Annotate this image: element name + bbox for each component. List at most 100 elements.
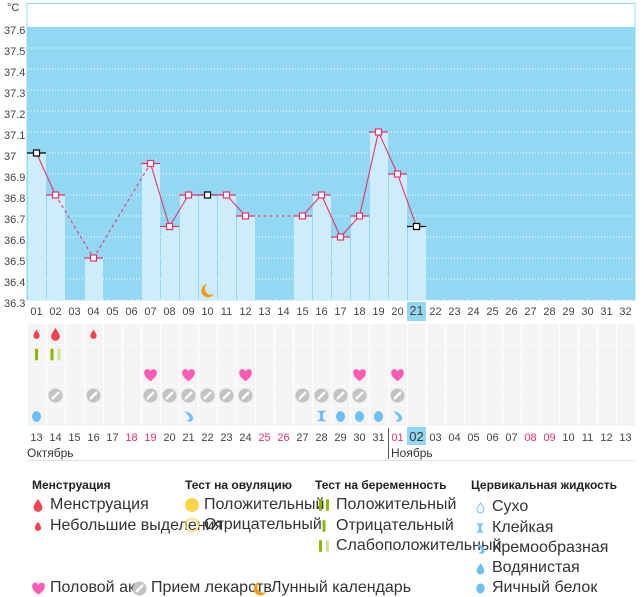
calendar-cell-medication[interactable] [446,385,464,406]
calendar-cell-cervical-fluid[interactable] [161,406,179,426]
calendar-cell-medication[interactable] [484,385,502,406]
x-tick-label[interactable]: 28 [543,306,555,318]
calendar-cell-menstruation[interactable] [104,324,122,344]
calendar-cell-pregnancy-test[interactable] [484,344,502,365]
calendar-cell-cervical-fluid[interactable] [560,406,578,426]
calendar-cell-pregnancy-test[interactable] [465,344,483,365]
temperature-point[interactable] [298,212,307,220]
calendar-cell-cervical-fluid[interactable] [465,406,483,426]
x-tick-label[interactable]: 30 [581,306,593,318]
calendar-cell-medication[interactable] [256,385,274,406]
temperature-point[interactable] [241,212,250,220]
calendar-cell-intercourse[interactable] [446,365,464,385]
calendar-cell-menstruation[interactable] [370,324,388,344]
x-tick-label[interactable]: 24 [467,306,479,318]
calendar-cell-menstruation[interactable] [389,324,407,344]
calendar-cell-cervical-fluid[interactable] [446,406,464,426]
calendar-cell-pregnancy-test[interactable] [617,344,635,365]
calendar-cell-menstruation[interactable] [161,324,179,344]
calendar-cell-menstruation[interactable] [218,324,236,344]
calendar-cell-intercourse[interactable] [598,365,616,385]
temperature-point[interactable] [336,233,345,241]
calendar-cell-cervical-fluid[interactable] [142,406,160,426]
calendar-cell-medication[interactable] [503,385,521,406]
calendar-cell-menstruation[interactable] [256,324,274,344]
calendar-cell-intercourse[interactable] [47,365,65,385]
x-tick-label[interactable]: 10 [201,306,213,318]
calendar-cell-pregnancy-test[interactable] [161,344,179,365]
calendar-cell-intercourse[interactable] [294,365,312,385]
calendar-cell-pregnancy-test[interactable] [180,344,198,365]
calendar-date[interactable]: 22 [201,432,213,444]
x-tick-label[interactable]: 04 [87,306,99,318]
x-tick-label[interactable]: 08 [163,306,175,318]
calendar-cell-menstruation[interactable] [142,324,160,344]
calendar-date[interactable]: 16 [87,432,99,444]
calendar-cell-cervical-fluid[interactable] [275,406,293,426]
calendar-date[interactable]: 06 [486,432,498,444]
calendar-cell-cervical-fluid[interactable] [579,406,597,426]
x-tick-label[interactable]: 27 [524,306,536,318]
temperature-point[interactable] [355,212,364,220]
calendar-cell-cervical-fluid[interactable] [218,406,236,426]
calendar-cell-menstruation[interactable] [408,324,426,344]
x-tick-label[interactable]: 21 [410,304,424,318]
calendar-date[interactable]: 05 [467,432,479,444]
calendar-date[interactable]: 21 [182,432,194,444]
calendar-cell-medication[interactable] [598,385,616,406]
calendar-cell-pregnancy-test[interactable] [142,344,160,365]
calendar-cell-intercourse[interactable] [275,365,293,385]
calendar-cell-menstruation[interactable] [66,324,84,344]
calendar-date[interactable]: 27 [296,432,308,444]
x-tick-label[interactable]: 13 [258,306,270,318]
calendar-cell-intercourse[interactable] [579,365,597,385]
calendar-cell-medication[interactable] [541,385,559,406]
calendar-cell-medication[interactable] [427,385,445,406]
calendar-cell-cervical-fluid[interactable] [503,406,521,426]
calendar-cell-menstruation[interactable] [332,324,350,344]
calendar-cell-pregnancy-test[interactable] [427,344,445,365]
calendar-cell-intercourse[interactable] [104,365,122,385]
calendar-cell-medication[interactable] [66,385,84,406]
calendar-cell-intercourse[interactable] [484,365,502,385]
x-tick-label[interactable]: 06 [125,306,137,318]
calendar-date[interactable]: 11 [582,432,593,444]
calendar-cell-intercourse[interactable] [85,365,103,385]
calendar-cell-pregnancy-test[interactable] [560,344,578,365]
temperature-point[interactable] [412,222,421,231]
calendar-cell-cervical-fluid[interactable] [408,406,426,426]
calendar-cell-intercourse[interactable] [123,365,141,385]
calendar-cell-pregnancy-test[interactable] [370,344,388,365]
calendar-cell-menstruation[interactable] [294,324,312,344]
x-tick-label[interactable]: 26 [505,306,517,318]
calendar-cell-intercourse[interactable] [408,365,426,385]
calendar-cell-intercourse[interactable] [313,365,331,385]
calendar-cell-cervical-fluid[interactable] [522,406,540,426]
calendar-cell-medication[interactable] [579,385,597,406]
temperature-point[interactable] [203,191,212,199]
calendar-cell-pregnancy-test[interactable] [351,344,369,365]
calendar-cell-pregnancy-test[interactable] [522,344,540,365]
calendar-cell-pregnancy-test[interactable] [47,344,65,365]
calendar-date[interactable]: 01 [391,432,403,444]
x-tick-label[interactable]: 32 [619,306,631,318]
calendar-date[interactable]: 26 [277,432,289,444]
calendar-cell-medication[interactable] [617,385,635,406]
x-tick-label[interactable]: 14 [277,306,289,318]
calendar-cell-cervical-fluid[interactable] [123,406,141,426]
calendar-date[interactable]: 17 [106,432,118,444]
calendar-cell-medication[interactable] [465,385,483,406]
temperature-point[interactable] [165,222,174,231]
calendar-cell-menstruation[interactable] [180,324,198,344]
calendar-cell-menstruation[interactable] [465,324,483,344]
calendar-cell-pregnancy-test[interactable] [579,344,597,365]
calendar-date[interactable]: 15 [68,432,80,444]
calendar-cell-pregnancy-test[interactable] [598,344,616,365]
calendar-cell-intercourse[interactable] [199,365,217,385]
calendar-cell-cervical-fluid[interactable] [484,406,502,426]
calendar-cell-pregnancy-test[interactable] [294,344,312,365]
calendar-cell-intercourse[interactable] [28,365,46,385]
calendar-date[interactable]: 07 [505,432,517,444]
x-tick-label[interactable]: 17 [334,306,346,318]
temperature-point[interactable] [89,254,98,262]
